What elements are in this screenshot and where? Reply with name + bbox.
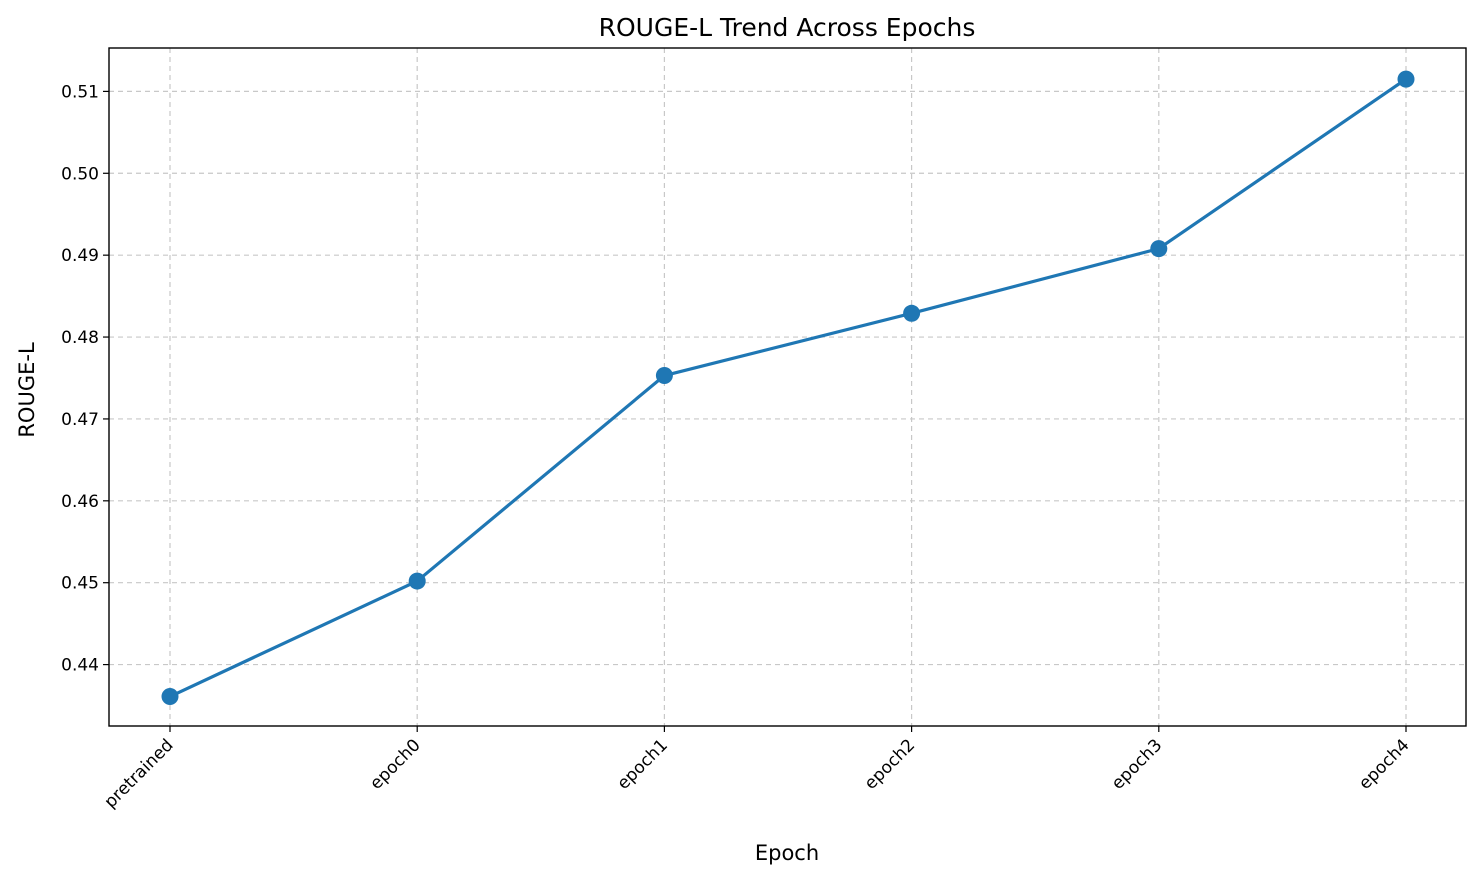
series-line	[169, 77, 1407, 698]
data-point	[655, 367, 673, 385]
y-tick-label: 0.49	[61, 246, 99, 266]
data-point	[1150, 240, 1168, 258]
x-tick-label: epoch1	[614, 735, 672, 793]
y-tick-label: 0.51	[61, 82, 99, 102]
plot-frame	[108, 47, 1467, 727]
x-tick-label: epoch0	[366, 735, 424, 793]
chart-title: ROUGE-L Trend Across Epochs	[599, 13, 976, 42]
x-axis-title: Epoch	[755, 841, 819, 865]
axis-ticks: pretrained epoch0 epoch1 epoch2 epoch3 epoch4…	[61, 82, 1413, 812]
x-tick-label: pretrained	[101, 735, 178, 812]
x-tick-label: epoch4	[1355, 735, 1413, 793]
grid	[109, 48, 1466, 726]
data-point	[1397, 70, 1415, 88]
data-point	[161, 688, 179, 706]
y-tick-label: 0.46	[61, 492, 99, 512]
x-tick-label: epoch3	[1108, 735, 1166, 793]
y-axis-title: ROUGE-L	[15, 342, 39, 438]
y-tick-label: 0.50	[61, 164, 99, 184]
x-tick-label: epoch2	[861, 735, 919, 793]
series-layer	[161, 70, 1415, 706]
y-tick-label: 0.44	[61, 656, 99, 676]
data-point	[903, 304, 921, 322]
y-tick-label: 0.48	[61, 328, 99, 348]
y-tick-label: 0.45	[61, 574, 99, 594]
y-tick-label: 0.47	[61, 410, 99, 430]
data-point	[408, 572, 426, 590]
